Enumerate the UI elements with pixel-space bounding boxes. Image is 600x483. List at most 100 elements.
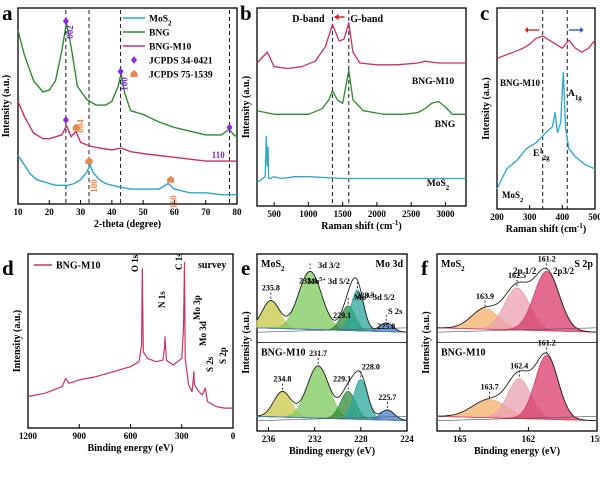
- component-name-label: Mo4+3d 5/2: [354, 292, 395, 302]
- x-tick-label: 2000: [368, 209, 387, 219]
- peak-value-label: 231.7: [309, 349, 327, 358]
- text-part: 2: [168, 20, 172, 27]
- x-tick-label: 0: [231, 431, 236, 441]
- panel-c-xlabel: Raman shift (cm-1): [506, 222, 586, 235]
- element-peak-label: O 1s: [130, 254, 140, 272]
- subpanel-corner-label: S 2p: [574, 259, 593, 270]
- text-part: Raman shift (cm: [321, 221, 393, 232]
- x-tick-label: 900: [73, 431, 87, 441]
- red-arrow-head: [524, 27, 529, 33]
- e2g-label: E12g: [533, 148, 550, 162]
- series-line-bng: [17, 22, 238, 138]
- peak-value-label: 228.0: [362, 362, 380, 371]
- text-part: Raman shift (cm: [506, 224, 578, 235]
- legend-entry-label: JCPDS 75-1539: [149, 71, 213, 81]
- peak-value-label: 234.8: [273, 375, 291, 384]
- peak-value-label: 228.3: [356, 291, 374, 300]
- panel-c-mos2-label: MoS2: [502, 190, 523, 204]
- blue-arrow-head: [580, 27, 584, 33]
- shift-arrow-head: [333, 14, 339, 20]
- text-part: Mo: [307, 276, 319, 286]
- panel-e-ylabel: Intensity (a.u.): [241, 311, 252, 374]
- text-part: 2: [446, 185, 450, 192]
- text-part: MoS: [261, 259, 281, 270]
- jcpds-house-marker: [85, 157, 93, 165]
- peak-label: 004: [76, 119, 86, 133]
- x-tick-label: 224: [400, 434, 414, 444]
- text-part: 3d 3/2: [318, 260, 340, 270]
- text-part: MoS: [427, 179, 446, 189]
- panel-d-xlabel: Binding energy (eV): [87, 443, 173, 454]
- component-name-label: 2p3/2: [553, 266, 575, 276]
- text-part: ): [583, 224, 586, 235]
- x-tick-label: 3000: [436, 209, 455, 219]
- element-peak-label: C 1s: [174, 253, 184, 270]
- x-tick-label: 60: [170, 207, 180, 217]
- element-peak-label: Mo 3p: [192, 295, 202, 320]
- peak-value-label: 232.4: [299, 276, 317, 285]
- x-tick-label: 159: [590, 434, 600, 444]
- peak-value-label: 163.7: [481, 383, 499, 392]
- series-line-mos2: [496, 71, 596, 190]
- legend-swatch: [131, 56, 137, 64]
- text-part: 2g: [543, 155, 550, 162]
- text-part: BNG-M10: [261, 348, 305, 359]
- panel-b-xlabel: Raman shift (cm-1): [321, 219, 401, 232]
- text-part: JCPDS 75-1539: [149, 71, 213, 81]
- peak-value-label: 162.4: [510, 362, 528, 371]
- g-band-label: G-band: [350, 14, 383, 25]
- x-tick-label: 2500: [402, 209, 421, 219]
- jcpds-diamond-marker: [62, 116, 69, 124]
- panel-a-ylabel: Intensity (a.u.): [1, 75, 12, 138]
- subpanel-sample-label: MoS2: [261, 259, 285, 273]
- a1g-label: A1g: [568, 89, 582, 102]
- text-part: S 2s: [388, 306, 403, 316]
- panel-letter-b: b: [240, 1, 252, 25]
- x-tick-label: 50: [139, 207, 149, 217]
- x-tick-label: 500: [267, 209, 281, 219]
- fit-envelope: [256, 365, 408, 421]
- panel-c-frame: [496, 7, 596, 210]
- text-part: 4+: [366, 293, 373, 299]
- text-part: 2: [281, 265, 285, 273]
- text-part: -1: [577, 222, 583, 230]
- fit-envelope: [437, 352, 597, 422]
- panel-e-xlabel: Binding energy (eV): [289, 446, 375, 457]
- fit-envelope: [437, 267, 597, 333]
- peak-label: 110: [212, 150, 226, 160]
- element-peak-label: S 2p: [218, 347, 228, 364]
- subpanel-sample-label: BNG-M10: [261, 348, 305, 359]
- panel-letter-d: d: [2, 256, 14, 280]
- text-part: BNG-M10: [149, 43, 191, 53]
- text-part: BNG: [149, 29, 170, 39]
- text-part: ): [398, 221, 401, 232]
- element-peak-label: S 2s: [205, 356, 215, 372]
- panel-b-ylabel: Intensity (a.u.): [241, 76, 252, 139]
- subpanel-sample-label: MoS2: [441, 259, 465, 273]
- jcpds-house-marker: [167, 175, 175, 183]
- legend-entry-label: MoS2: [149, 15, 172, 28]
- legend-entry-label: BNG-M10: [149, 43, 191, 53]
- panel-letter-a: a: [2, 1, 13, 25]
- series-line-bng-m10: [496, 35, 596, 59]
- panel-f-xlabel: Binding energy (eV): [474, 446, 560, 457]
- x-tick-label: 300: [175, 431, 189, 441]
- x-tick-label: 70: [201, 207, 211, 217]
- text-part: Mo: [354, 292, 366, 302]
- panel-a-xlabel: 2-theta (degree): [94, 219, 161, 230]
- panel-f-ylabel: Intensity (a.u.): [421, 311, 432, 374]
- panel-b-frame: [256, 7, 467, 207]
- d-band-label: D-band: [292, 14, 325, 25]
- x-tick-label: 400: [556, 212, 570, 222]
- legend-entry-label: BNG-M10: [56, 261, 100, 272]
- text-part: BNG-M10: [441, 348, 485, 359]
- text-part: 3d 5/2: [326, 276, 350, 286]
- peak-label: 002: [65, 25, 75, 39]
- peak-value-label: 225.8: [377, 322, 395, 331]
- panel-c-ylabel: Intensity (a.u.): [481, 77, 492, 140]
- x-tick-label: 165: [453, 434, 467, 444]
- fit-envelope: [256, 270, 407, 333]
- x-tick-label: 10: [14, 207, 24, 217]
- jcpds-house-marker: [72, 123, 80, 131]
- text-part: MoS: [149, 15, 168, 25]
